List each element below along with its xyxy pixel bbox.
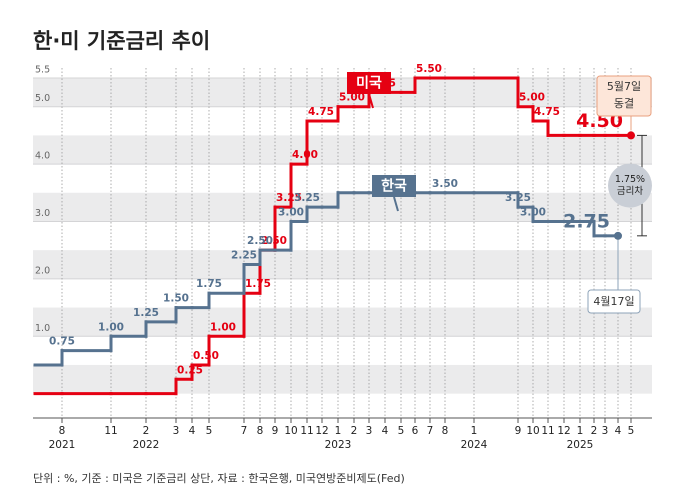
grid-band (33, 307, 652, 337)
value-label: 3.00 (520, 206, 546, 218)
grid-band (33, 135, 652, 165)
x-tick-label: 6 (412, 425, 419, 437)
grid-band (33, 278, 652, 308)
tag-pointer (393, 196, 399, 212)
x-tick-label: 5 (398, 425, 405, 437)
value-label: 0.75 (49, 336, 75, 348)
value-label: 0.50 (193, 350, 219, 362)
x-tick-label: 2 (591, 425, 598, 437)
tag-pointer (368, 93, 374, 109)
x-tick-label: 1 (577, 425, 584, 437)
year-label: 2021 (49, 439, 76, 451)
value-label: 3.00 (278, 206, 304, 218)
value-label: 1.75 (245, 278, 271, 290)
bands (33, 78, 652, 394)
annotation-text: 금리차 (617, 185, 643, 197)
x-tick-label: 9 (272, 425, 279, 437)
annotation-text: 4월17일 (593, 294, 634, 308)
value-label: 1.50 (163, 293, 189, 305)
x-tick-label: 11 (300, 425, 313, 437)
y-tick-label: 3.0 (35, 208, 50, 219)
legend-label: 미국 (356, 76, 382, 92)
value-label: 3.25 (276, 192, 302, 204)
value-label: 2.50 (261, 235, 287, 247)
annotation-box (587, 289, 641, 314)
x-tick-label: 4 (615, 425, 622, 437)
x-tick-label: 12 (557, 425, 570, 437)
gap-circle (608, 163, 652, 208)
x-tick-label: 10 (284, 425, 297, 437)
annotation-text: 1.75% (615, 174, 645, 185)
x-tick-label: 8 (257, 425, 264, 437)
grid-band (33, 250, 652, 279)
value-label: 4.75 (308, 106, 334, 118)
value-label: 1.25 (133, 307, 159, 319)
x-tick-label: 3 (173, 425, 180, 437)
grid-band (33, 164, 652, 193)
x-tick-label: 12 (315, 425, 328, 437)
grid-band (33, 364, 652, 394)
y-tick-label: 5.5 (35, 65, 50, 76)
value-label: 3.50 (432, 178, 458, 190)
x-tick-label: 3 (602, 425, 609, 437)
grid-band (33, 336, 652, 365)
x-tick-label: 5 (206, 425, 213, 437)
x-tick-label: 1 (335, 425, 342, 437)
x-tick-label: 2 (351, 425, 358, 437)
y-tick-label: 1.0 (35, 323, 50, 334)
x-tick-label: 5 (628, 425, 635, 437)
year-label: 2022 (133, 439, 160, 451)
value-label: 2.75 (563, 210, 610, 232)
value-label: 3.25 (294, 192, 320, 204)
x-tick-label: 10 (526, 425, 539, 437)
value-label: 5.00 (519, 92, 545, 104)
value-label: 3.25 (505, 192, 531, 204)
value-label: 1.00 (98, 321, 124, 333)
x-tick-label: 8 (442, 425, 449, 437)
year-label: 2023 (325, 439, 352, 451)
year-label: 2024 (461, 439, 488, 451)
annotation-text: 5월7일 (607, 79, 641, 93)
annotation-text: 동결 (614, 97, 634, 110)
x-tick-label: 11 (104, 425, 117, 437)
grid-band (33, 221, 652, 251)
chart-title: 한·미 기준금리 추이 (33, 29, 210, 53)
end-dot (627, 131, 635, 140)
x-tick-label: 11 (541, 425, 554, 437)
value-label: 0.25 (177, 364, 203, 376)
series-tag (372, 175, 416, 197)
grid-band (33, 192, 652, 222)
annotation-box (596, 75, 652, 117)
year-label: 2025 (567, 439, 594, 451)
end-dot (614, 231, 622, 240)
grid-band (33, 78, 652, 107)
x-tick-label: 4 (189, 425, 196, 437)
value-label: 5.50 (416, 63, 442, 75)
x-tick-label: 4 (382, 425, 389, 437)
value-label: 4.75 (534, 106, 560, 118)
value-label: 1.75 (196, 278, 222, 290)
value-label: 5.00 (339, 92, 365, 104)
y-tick-label: 5.0 (35, 93, 50, 104)
y-tick-label: 2.0 (35, 265, 50, 276)
value-label: 2.25 (231, 250, 257, 262)
value-label: 4.00 (292, 149, 318, 161)
x-tick-label: 1 (471, 425, 478, 437)
value-label: 2.50 (247, 235, 273, 247)
value-label: 1.00 (210, 321, 236, 333)
x-tick-label: 3 (366, 425, 373, 437)
x-tick-label: 7 (241, 425, 248, 437)
x-tick-label: 2 (143, 425, 150, 437)
x-tick-label: 8 (59, 425, 66, 437)
x-tick-label: 9 (515, 425, 522, 437)
legend-label: 한국 (381, 179, 407, 195)
x-tick-label: 7 (427, 425, 434, 437)
footnote: 단위 : %, 기준 : 미국은 기준금리 상단, 자료 : 한국은행, 미국연… (33, 472, 405, 485)
y-tick-label: 4.0 (35, 151, 50, 162)
series-tag (347, 72, 391, 94)
